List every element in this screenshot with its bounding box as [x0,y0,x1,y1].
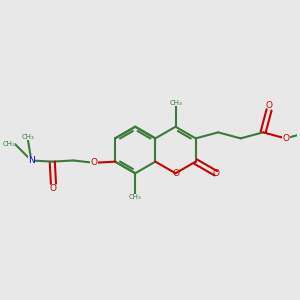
Text: CH₃: CH₃ [169,100,182,106]
Text: O: O [172,169,179,178]
Text: O: O [91,158,98,167]
Text: CH₃: CH₃ [129,194,142,200]
Text: CH₃: CH₃ [22,134,34,140]
Text: O: O [50,184,57,193]
Text: O: O [282,134,289,143]
Text: O: O [266,101,273,110]
Text: N: N [28,156,35,165]
Text: CH₃: CH₃ [2,141,15,147]
Text: O: O [212,169,219,178]
